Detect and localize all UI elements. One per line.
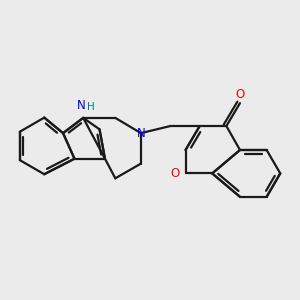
Text: H: H (87, 102, 95, 112)
Text: N: N (136, 127, 145, 140)
Text: O: O (235, 88, 244, 101)
Text: O: O (171, 167, 180, 180)
Text: N: N (76, 99, 85, 112)
